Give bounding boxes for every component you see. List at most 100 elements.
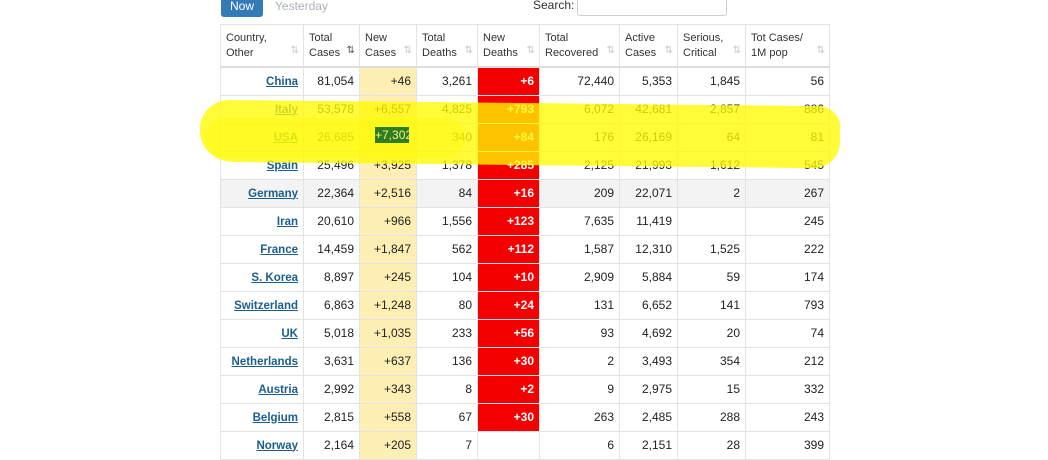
sort-arrows-icon[interactable]: ⇅ <box>732 44 741 56</box>
header-cases-per-million[interactable]: Tot Cases/1M pop ⇅ <box>745 24 830 68</box>
tab-yesterday[interactable]: Yesterday <box>275 0 328 13</box>
sort-arrows-icon[interactable]: ⇅ <box>346 44 355 56</box>
country-link[interactable]: Belgium <box>252 411 298 424</box>
cell-serious-critical: 1,612 <box>677 150 746 180</box>
table-row: UK 5,018 +1,035 233 +56 93 4,692 20 74 <box>220 318 830 348</box>
header-line1: Country, <box>226 32 267 44</box>
cell-total-recovered: 9 <box>539 374 620 404</box>
country-link[interactable]: UK <box>281 327 298 340</box>
cell-new-cases: +1,847 <box>359 234 417 264</box>
cell-country: Belgium <box>220 402 304 432</box>
table-row: Germany 22,364 +2,516 84 +16 209 22,071 2 267 <box>220 178 830 208</box>
country-link[interactable]: Austria <box>258 383 298 396</box>
cell-cases-per-million: 245 <box>745 206 830 236</box>
cell-total-cases: 22,364 <box>303 178 360 208</box>
cell-active-cases: 4,692 <box>619 318 678 348</box>
cell-new-deaths: +10 <box>477 262 540 292</box>
cell-total-cases: 2,164 <box>303 430 360 460</box>
cell-country: Iran <box>220 206 304 236</box>
country-link[interactable]: Iran <box>276 215 298 228</box>
header-new-deaths[interactable]: New Deaths ⇅ <box>477 24 540 68</box>
cell-active-cases: 42,681 <box>619 94 678 124</box>
country-link[interactable]: Switzerland <box>234 299 298 312</box>
cell-new-cases: +558 <box>359 402 417 432</box>
cell-total-deaths: 233 <box>416 318 478 348</box>
top-bar: Now Yesterday Search: <box>0 0 1048 22</box>
search-input[interactable] <box>577 0 727 16</box>
country-link[interactable]: Germany <box>248 187 298 200</box>
header-line2: Recovered <box>545 47 599 59</box>
cell-total-deaths: 104 <box>416 262 478 292</box>
cell-new-deaths: +2 <box>477 374 540 404</box>
cell-total-deaths: 1,556 <box>416 206 478 236</box>
cell-total-recovered: 72,440 <box>539 66 620 96</box>
cell-new-cases: +205 <box>359 430 417 460</box>
cell-cases-per-million: 74 <box>745 318 830 348</box>
cell-country: Switzerland <box>220 290 304 320</box>
country-link[interactable]: Spain <box>266 159 298 172</box>
tab-now[interactable]: Now <box>221 0 263 17</box>
cell-cases-per-million: 222 <box>745 234 830 264</box>
cell-serious-critical: 59 <box>677 262 746 292</box>
cell-active-cases: 22,071 <box>619 178 678 208</box>
table-row: Spain 25,496 +3,925 1,378 +285 2,125 21,993 1,6… <box>220 150 830 180</box>
cell-active-cases: 2,485 <box>619 402 678 432</box>
cell-new-deaths: +56 <box>477 318 540 348</box>
cell-total-recovered: 93 <box>539 318 620 348</box>
header-line2: Cases <box>625 47 657 59</box>
cell-new-deaths: +123 <box>477 206 540 236</box>
sort-arrows-icon[interactable]: ⇅ <box>464 44 473 56</box>
cell-new-deaths: +112 <box>477 234 540 264</box>
country-link[interactable]: China <box>266 75 298 88</box>
sort-arrows-icon[interactable]: ⇅ <box>606 44 615 56</box>
header-line1: Serious, <box>683 32 724 44</box>
country-link[interactable]: Italy <box>274 103 298 116</box>
header-total-cases[interactable]: Total Cases ⇅ <box>303 24 360 68</box>
country-link[interactable]: S. Korea <box>251 271 298 284</box>
cell-total-deaths: 67 <box>416 402 478 432</box>
table-row: Switzerland 6,863 +1,248 80 +24 131 6,652 141 79… <box>220 290 830 320</box>
cell-country: Norway <box>220 430 304 460</box>
header-line2: Other <box>226 47 254 59</box>
header-total-recovered[interactable]: Total Recovered ⇅ <box>539 24 620 68</box>
table-row: China 81,054 +46 3,261 +6 72,440 5,353 1,845 56 <box>220 66 830 96</box>
header-active-cases[interactable]: Active Cases ⇅ <box>619 24 678 68</box>
cell-total-cases: 81,054 <box>303 66 360 96</box>
header-country[interactable]: Country, Other ⇅ <box>220 24 304 68</box>
cell-total-cases: 8,897 <box>303 262 360 292</box>
cell-new-deaths: +24 <box>477 290 540 320</box>
sort-arrows-icon[interactable]: ⇅ <box>664 44 673 56</box>
cell-total-cases: 6,863 <box>303 290 360 320</box>
cell-new-cases: +637 <box>359 346 417 376</box>
cell-serious-critical: 1,845 <box>677 66 746 96</box>
sort-arrows-icon[interactable]: ⇅ <box>403 44 412 56</box>
cell-serious-critical: 2 <box>677 178 746 208</box>
cell-new-cases: +3,925 <box>359 150 417 180</box>
cell-new-deaths: +30 <box>477 402 540 432</box>
header-total-deaths[interactable]: Total Deaths ⇅ <box>416 24 478 68</box>
header-line1: Active <box>625 32 655 44</box>
cell-total-deaths: 340 <box>416 122 478 152</box>
cell-new-cases: +966 <box>359 206 417 236</box>
sort-arrows-icon[interactable]: ⇅ <box>816 44 825 56</box>
cell-total-deaths: 7 <box>416 430 478 460</box>
country-link[interactable]: USA <box>273 131 298 144</box>
header-serious-critical[interactable]: Serious, Critical ⇅ <box>677 24 746 68</box>
header-new-cases[interactable]: New Cases ⇅ <box>359 24 417 68</box>
cell-total-recovered: 131 <box>539 290 620 320</box>
cell-total-deaths: 562 <box>416 234 478 264</box>
cell-cases-per-million: 886 <box>745 94 830 124</box>
cell-serious-critical: 141 <box>677 290 746 320</box>
cell-country: S. Korea <box>220 262 304 292</box>
sort-arrows-icon[interactable]: ⇅ <box>290 44 299 56</box>
country-link[interactable]: Netherlands <box>231 355 298 368</box>
cell-total-deaths: 84 <box>416 178 478 208</box>
cell-serious-critical: 15 <box>677 374 746 404</box>
sort-arrows-icon[interactable]: ⇅ <box>526 44 535 56</box>
cell-total-cases: 14,459 <box>303 234 360 264</box>
cell-active-cases: 12,310 <box>619 234 678 264</box>
country-link[interactable]: Norway <box>256 439 298 452</box>
cell-new-deaths: +285 <box>477 150 540 180</box>
country-link[interactable]: France <box>260 243 298 256</box>
cell-total-cases: 26,685 <box>303 122 360 152</box>
